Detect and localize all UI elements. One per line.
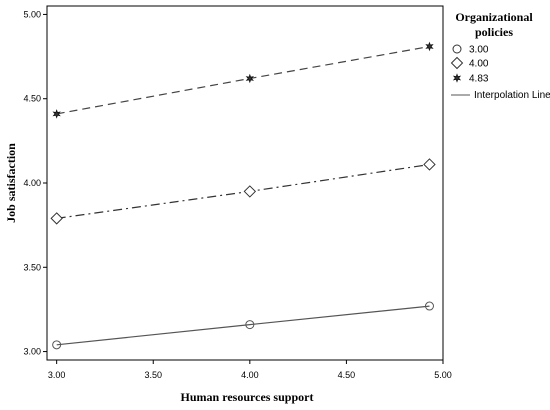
star-marker-shape <box>452 73 462 83</box>
data-point-4.00-0 <box>50 212 63 225</box>
data-point-3.00-0 <box>52 340 62 350</box>
y-axis-title: Job satisfaction <box>4 143 18 223</box>
x-tick-label: 5.00 <box>434 370 452 380</box>
x-tick-label: 4.00 <box>241 370 259 380</box>
y-tick-label: 4.50 <box>23 94 41 104</box>
y-tick-label: 3.00 <box>23 347 41 357</box>
star-marker-shape <box>245 73 254 84</box>
legend-label-4.00: 4.00 <box>469 59 489 70</box>
series-line-3.00 <box>56 305 430 346</box>
legend-interpolation-line-label: Interpolation Line <box>474 90 550 101</box>
legend-marker-4.83 <box>452 73 462 83</box>
series-4.83 <box>52 41 434 119</box>
data-point-4.00-2 <box>423 158 436 171</box>
series-4.00 <box>50 158 436 225</box>
y-tick-label: 5.00 <box>23 9 41 19</box>
x-axis-title: Human resources support <box>181 390 314 404</box>
data-point-3.00-1 <box>245 320 255 330</box>
legend: Organizational policies 3.00 4.00 4.83 Int… <box>450 10 550 101</box>
x-tick-label: 3.50 <box>144 370 162 380</box>
legend-items: 3.00 4.00 4.83 <box>450 44 489 85</box>
series-line-4.00 <box>56 163 430 219</box>
x-tick-label: 3.00 <box>48 370 66 380</box>
star-marker-shape <box>425 41 434 52</box>
legend-label-3.00: 3.00 <box>469 45 489 56</box>
data-point-4.83-1 <box>245 73 254 84</box>
legend-title-line-2: policies <box>475 25 513 39</box>
data-point-4.00-1 <box>243 185 257 198</box>
plot-frame <box>46 5 444 361</box>
data-point-4.83-0 <box>52 109 61 119</box>
legend-marker-3.00 <box>452 44 462 54</box>
y-tick-label: 3.50 <box>23 262 41 272</box>
legend-marker-4.00 <box>450 56 464 70</box>
x-tick-label: 4.50 <box>338 370 356 380</box>
legend-label-4.83: 4.83 <box>469 74 489 85</box>
star-marker-shape <box>52 109 61 119</box>
data-point-4.83-2 <box>425 41 434 52</box>
series-line-4.83 <box>56 45 430 115</box>
axes: 3.00 3.50 4.00 4.50 5.00 3.00 3.50 4.00 4.50 5.00 <box>23 5 452 380</box>
series-3.00 <box>52 301 434 350</box>
y-tick-label: 4.00 <box>23 178 41 188</box>
data-point-3.00-2 <box>424 301 434 311</box>
series-layer <box>50 41 436 350</box>
legend-title-line-1: Organizational <box>455 10 533 24</box>
